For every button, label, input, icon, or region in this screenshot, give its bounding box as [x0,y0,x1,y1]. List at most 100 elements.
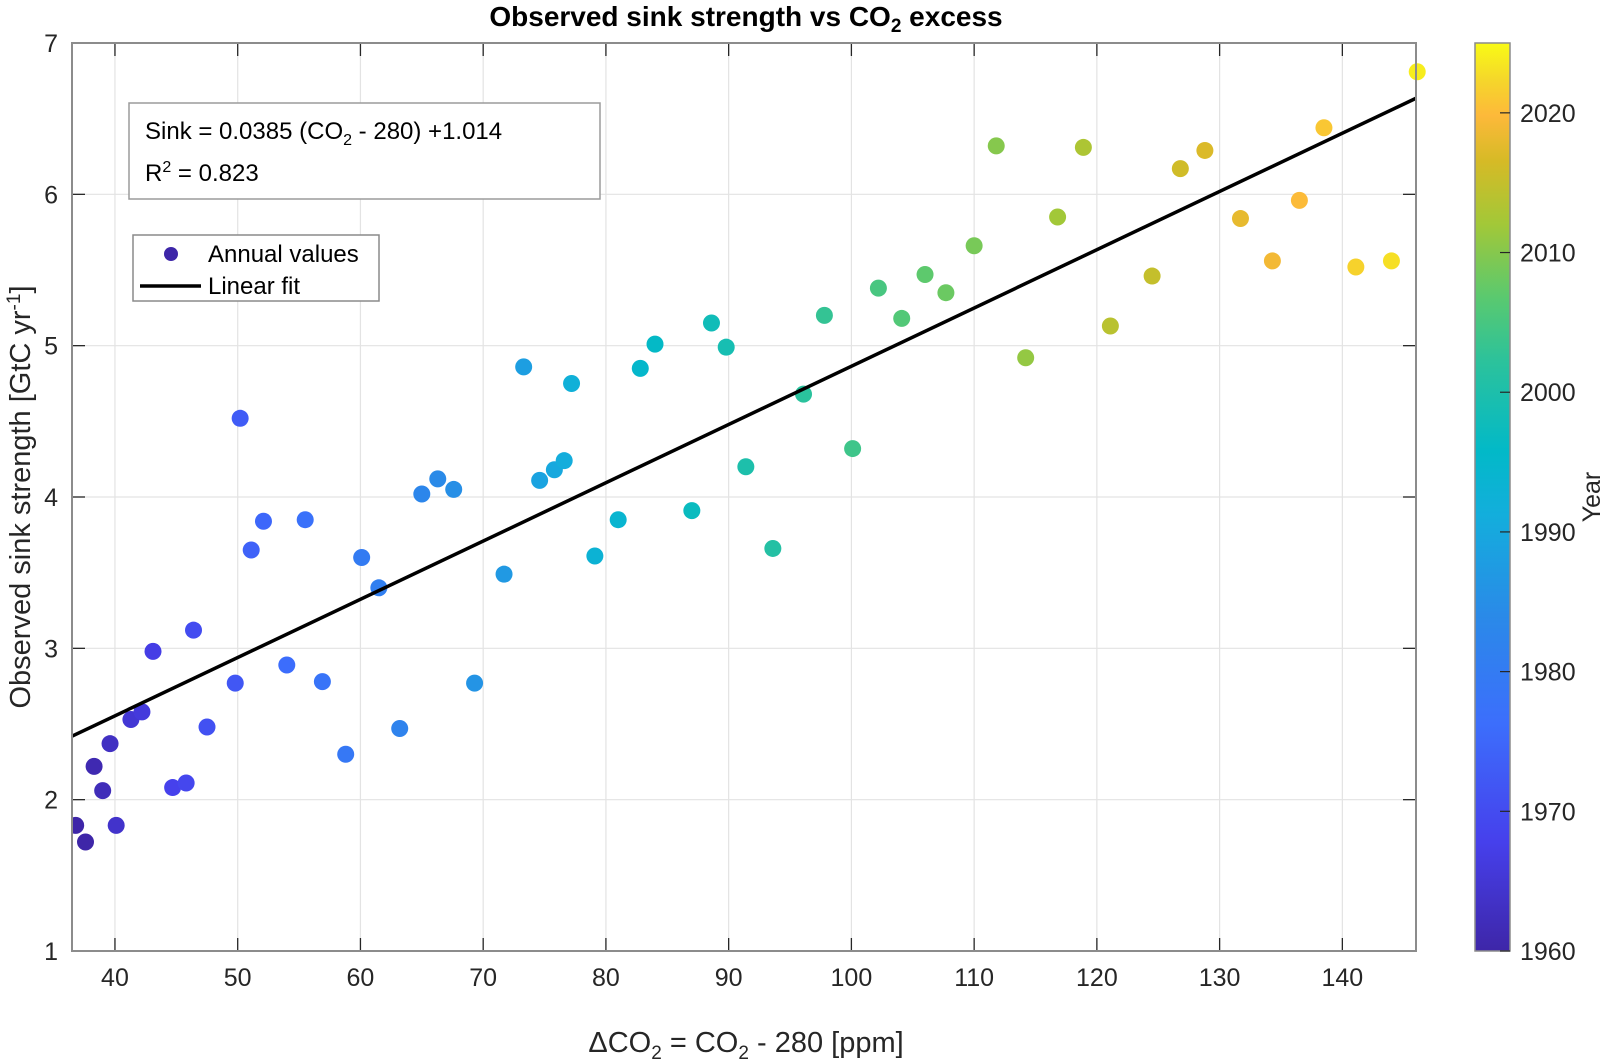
colorbar-tick-label: 2000 [1520,379,1576,407]
linear-fit-line [71,96,1417,738]
data-point [737,458,755,476]
data-point [445,480,463,498]
data-point [609,511,627,529]
data-point [177,774,195,792]
data-point [515,358,533,376]
data-point [313,673,331,691]
y-tick-labels: 1 2 3 4 5 6 7 [44,30,58,966]
data-point [1143,267,1161,285]
data-point [987,137,1005,155]
data-point [254,512,272,530]
data-point [226,674,244,692]
data-points [72,119,1400,851]
x-tick-label: 60 [347,964,375,992]
r-squared-text: R2 = 0.823 [145,159,259,187]
data-point [278,656,296,674]
colorbar-tick-label: 1970 [1520,798,1576,826]
data-point [916,266,934,284]
data-point [1290,191,1308,209]
data-points-edge [1408,63,1426,81]
x-tick-label: 120 [1076,964,1118,992]
data-point [413,485,431,503]
data-point [563,375,581,392]
legend-marker-annual-values [164,247,178,261]
data-point [466,674,484,692]
data-point [107,816,125,834]
data-point [893,309,911,327]
data-point [133,703,151,721]
data-point [296,511,314,529]
x-tick-labels: 40 50 60 70 80 90 100 110 120 130 140 [101,964,1363,992]
data-point [965,237,983,255]
x-axis-label: ΔCO2 = CO2 - 280 [ppm] [588,1027,903,1062]
y-tick-label: 6 [44,181,58,209]
legend-label-linear-fit: Linear fit [208,273,300,300]
data-point [869,279,887,297]
data-point [231,409,249,427]
data-point [586,547,604,565]
data-point [717,338,735,356]
data-point [764,539,782,557]
y-axis-label: Observed sink strength [GtC yr-1] [4,285,37,708]
colorbar-tick-label: 1960 [1520,938,1576,966]
data-point [337,745,355,763]
data-point [1196,141,1214,159]
data-point [72,816,85,834]
data-point [242,541,260,559]
colorbar-label: Year [1578,472,1606,523]
x-tick-label: 130 [1199,964,1241,992]
data-point [101,735,119,753]
x-tick-label: 90 [715,964,743,992]
colorbar-tick-label: 2020 [1520,100,1576,128]
colorbar-gradient [1474,42,1511,952]
y-tick-label: 1 [44,938,58,966]
data-point [144,642,162,660]
data-point [85,757,103,775]
y-tick-label: 4 [44,484,58,512]
colorbar-tick-label: 1980 [1520,659,1576,687]
fit-equation-box: Sink = 0.0385 (CO2 - 280) +1.014 R2 = 0.… [128,102,601,200]
data-point [1101,317,1119,335]
data-point [495,565,513,583]
x-tick-label: 80 [592,964,620,992]
data-point [1315,119,1333,137]
y-tick-label: 7 [44,30,58,58]
y-tick-label: 5 [44,333,58,361]
data-point [198,718,216,736]
data-point [844,440,862,458]
data-point [555,452,573,470]
data-point [1017,349,1035,367]
x-tick-label: 70 [469,964,497,992]
colorbar-tick-label: 2010 [1520,240,1576,268]
data-point [815,306,833,324]
data-point [185,621,203,639]
data-point [1049,208,1067,226]
x-tick-label: 110 [954,964,994,992]
data-point [937,284,955,302]
x-tick-label: 50 [224,964,252,992]
data-point [429,470,447,488]
fit-equation-text: Sink = 0.0385 (CO2 - 280) +1.014 [145,118,502,149]
data-point [1347,258,1365,276]
axes-frame [71,42,1417,952]
colorbar-ticks: 1960 1970 1980 1990 2000 2010 2020 [1500,100,1576,966]
data-point [646,335,664,353]
data-point [531,471,549,489]
data-point [353,549,371,567]
data-point [702,314,720,332]
y-tick-label: 3 [44,635,58,663]
legend: Annual values Linear fit [132,234,380,302]
data-point [77,833,95,851]
data-point [1408,63,1426,81]
data-point [1231,210,1249,228]
legend-label-annual-values: Annual values [208,241,359,268]
data-point [1263,252,1281,270]
colorbar-tick-label: 1990 [1520,519,1576,547]
x-tick-label: 100 [831,964,873,992]
data-point [164,779,182,797]
data-point [631,359,649,377]
data-point [391,720,409,738]
data-point [683,502,701,520]
data-point [1382,252,1400,270]
